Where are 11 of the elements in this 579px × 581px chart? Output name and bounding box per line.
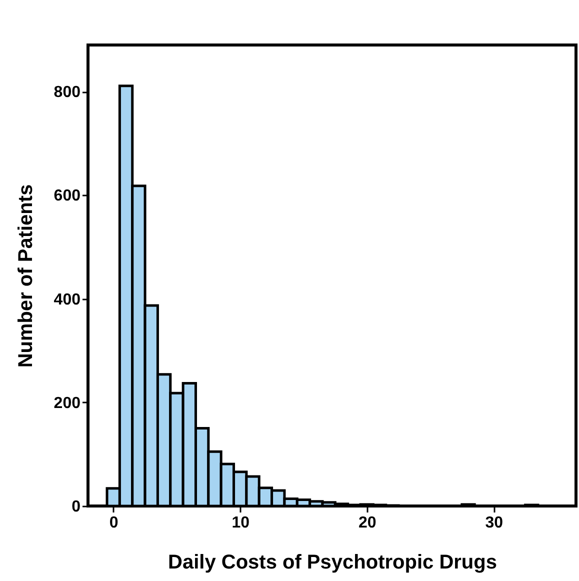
x-tick-label: 0: [109, 514, 118, 532]
y-axis-title: Number of Patients: [14, 184, 37, 368]
y-tick-label: 200: [54, 394, 81, 412]
x-tick-label: 10: [232, 514, 250, 532]
x-axis-title: Daily Costs of Psychotropic Drugs: [168, 552, 497, 574]
x-tick-label: 30: [485, 514, 504, 532]
y-tick-label: 800: [54, 84, 81, 102]
y-tick-label: 0: [72, 498, 81, 516]
y-tick-label: 600: [54, 188, 81, 205]
y-tick-label: 400: [54, 291, 81, 308]
x-tick-label: 20: [358, 514, 376, 532]
